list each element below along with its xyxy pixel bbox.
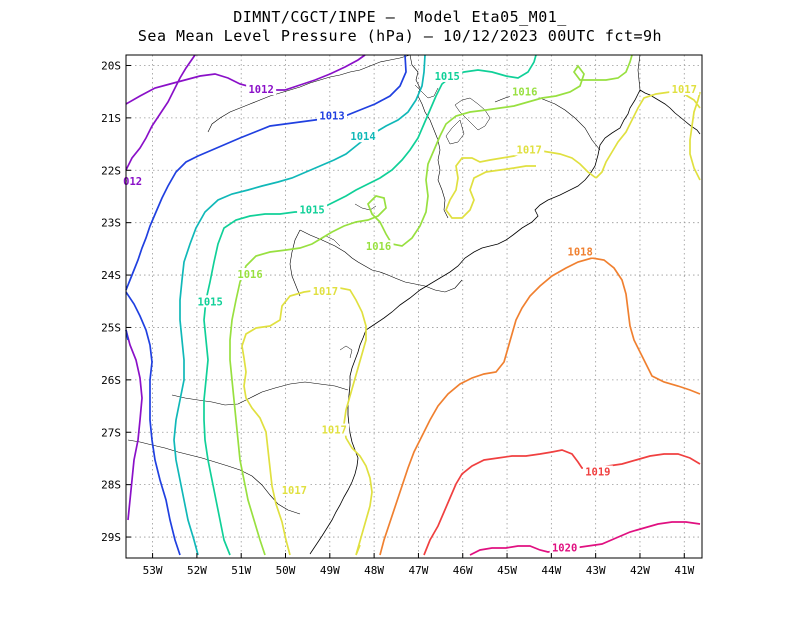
isobar-label-bg [565,245,596,258]
isobar-label: 1019 [585,467,610,479]
lat-tick-label: 28S [101,479,121,492]
isobar-label-bg [310,284,341,297]
isobar-1016 [229,54,633,556]
isobar-label: 1015 [299,205,324,217]
map-frame [125,54,703,559]
isobar-label-bg [549,541,580,554]
isobar-label-bg [235,268,266,281]
lon-tick-label: 52W [187,564,207,577]
isobar-label: 1014 [350,131,375,143]
rivers-and-inlets [319,84,491,359]
isobar-label-bg [582,465,613,478]
isobar-label: 012 [123,176,142,188]
isobar-label: 1017 [313,286,338,298]
isobar-label-bg [279,483,310,496]
isobar-label-bg [514,143,545,156]
lat-tick-label: 27S [101,426,121,439]
isobar-1020 [469,521,701,556]
lon-tick-label: 48W [364,564,384,577]
lon-tick-label: 53W [143,564,163,577]
lon-tick-label: 42W [630,564,650,577]
isobar-label-bg [246,83,277,96]
isobar-label: 1017 [672,84,697,96]
lat-tick-label: 25S [101,321,121,334]
lat-tick-label: 24S [101,269,121,282]
lat-tick-label: 22S [101,164,121,177]
lat-tick-label: 29S [101,531,121,544]
lat-tick-label: 26S [101,374,121,387]
state-borders [127,54,641,515]
isobar-label-bg [363,240,394,253]
lat-tick-label: 23S [101,217,121,230]
lon-tick-label: 49W [320,564,340,577]
axis-ticks: 53W 52W 51W 50W 49W 48W 47W 46W 45W 44W 43W 42W 41W 2… [101,59,694,577]
lon-tick-label: 45W [497,564,517,577]
isobar-label-bg [669,83,700,96]
isobar-1018 [379,257,701,556]
isobar-label: 1017 [282,485,307,497]
isobar-label-bg [319,423,350,436]
map-title-line2: Sea Mean Level Pressure (hPa) – 10/12/20… [137,27,663,45]
isobar-label-bg [121,174,145,187]
isobar-label-bg [317,109,348,122]
isobar-label: 1020 [552,543,577,555]
isobar-label-bg [348,130,379,143]
map-title-line1: DIMNT/CGCT/INPE – Model Eta05_M01_ [233,8,567,26]
isobar-label: 1016 [366,241,391,253]
isobar-labels: 1012 012 1013 1014 1015 1015 1015 1016 1016 1016 1… [121,69,700,555]
isobar-label-bg [509,85,540,98]
lon-tick-label: 50W [276,564,296,577]
isobar-1019 [423,449,701,556]
isobar-label: 1012 [248,84,273,96]
lon-tick-label: 43W [586,564,606,577]
isobar-label-bg [297,203,328,216]
lat-tick-label: 20S [101,59,121,72]
lon-tick-label: 44W [541,564,561,577]
isobar-label: 1017 [322,425,347,437]
lon-tick-label: 41W [674,564,694,577]
isobar-label: 1017 [517,144,542,156]
isobar-label-bg [432,69,463,82]
lon-tick-label: 47W [408,564,428,577]
lat-tick-label: 21S [101,112,121,125]
isobar-label: 1016 [237,269,262,281]
isobar-label: 1015 [198,296,223,308]
isobar-label: 1013 [319,110,344,122]
lon-tick-label: 46W [453,564,473,577]
coastline [309,89,701,555]
isobar-1017 [241,91,701,556]
isobar-label: 1018 [568,246,593,258]
isobar-1013 [125,54,407,556]
lon-tick-label: 51W [231,564,251,577]
coastline-and-borders [127,54,701,555]
isobar-label: 1015 [435,71,460,83]
isobar-1014 [173,54,426,556]
isobar-label-bg [195,295,226,308]
isobar-label: 1016 [512,87,537,99]
